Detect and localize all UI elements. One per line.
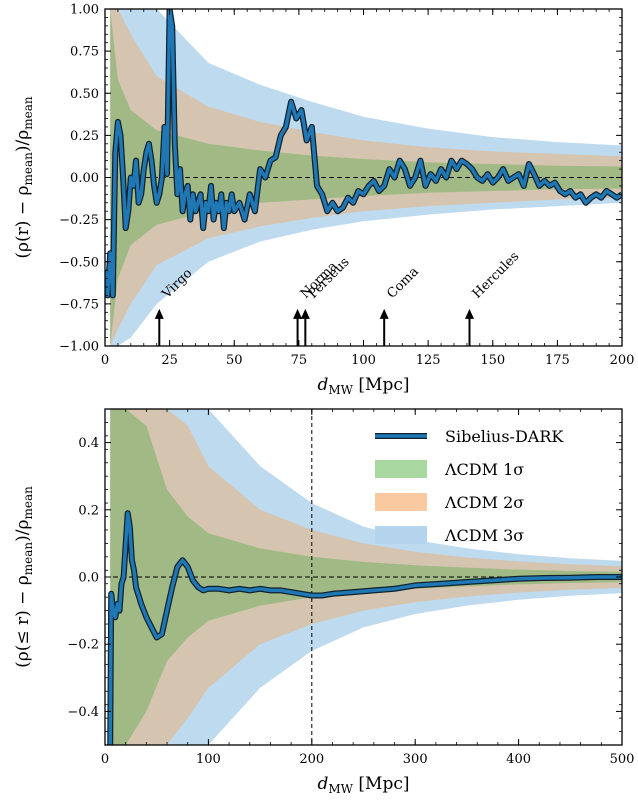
y-tick-label: 0.75 [70, 45, 99, 60]
series-line-sibelius-dark [105, 9, 622, 298]
y-tick-label: −0.4 [67, 705, 99, 720]
y-tick-label: 0.2 [78, 503, 99, 518]
y-tick-label: 0.4 [78, 436, 99, 451]
arrow-head [379, 308, 389, 319]
y-tick-label: −0.75 [59, 297, 99, 312]
bottom-lcdm-bands [110, 409, 622, 745]
y-tick-label: −0.50 [59, 255, 99, 270]
x-tick-label: 150 [480, 353, 505, 368]
top-x-axis-label: dMW [Mpc] [318, 375, 410, 397]
legend-label: ΛCDM 3σ [444, 526, 524, 545]
x-tick-label: 100 [196, 752, 221, 767]
x-tick-label: 200 [610, 353, 635, 368]
y-tick-label: −1.00 [59, 340, 99, 355]
arrow-head [293, 308, 303, 319]
legend-label: Sibelius-DARK [445, 427, 564, 446]
x-tick-label: 175 [545, 353, 570, 368]
y-tick-label: −0.25 [59, 213, 99, 228]
top-axes: 0 25 50 75 100 125 150 175 200 −1.00 −0.75 −0.50 −0.… [59, 3, 634, 369]
panel-bottom-cumulative-density: Sibelius-DARK ΛCDM 1σ ΛCDM 2σ ΛCDM 3σ 0 100 2… [13, 408, 635, 796]
legend-label: ΛCDM 2σ [444, 493, 524, 512]
arrow-head [154, 308, 164, 319]
legend-swatch-patch [375, 493, 427, 511]
legend-swatch-patch [375, 460, 427, 478]
band-1sigma [110, 409, 622, 745]
x-tick-label: 300 [403, 752, 428, 767]
y-tick-label: 0.25 [70, 129, 99, 144]
arrow-head [464, 308, 474, 319]
bottom-x-axis-label: dMW [Mpc] [318, 774, 410, 796]
x-tick-label: 400 [506, 752, 531, 767]
x-tick-label: 50 [226, 353, 243, 368]
arrow-head [300, 308, 310, 319]
x-tick-label: 0 [101, 752, 109, 767]
x-tick-label: 0 [101, 353, 109, 368]
x-tick-label: 75 [291, 353, 308, 368]
bottom-axes: 0 100 200 300 400 500 −0.4 −0.2 0.0 0.2 0.4 [67, 408, 635, 767]
bottom-y-axis-label: (ρ(≤ r) − ρmean)/ρmean [13, 486, 35, 668]
x-tick-label: 200 [299, 752, 324, 767]
y-tick-label: 0.00 [70, 171, 99, 186]
cluster-label-coma: Coma [384, 264, 422, 302]
y-tick-label: −0.2 [67, 638, 99, 653]
top-y-axis-label: (ρ(r) − ρmean)/ρmean [13, 96, 35, 258]
legend-label: ΛCDM 1σ [444, 460, 524, 479]
y-tick-label: 1.00 [70, 3, 99, 18]
band-1sigma [110, 9, 622, 346]
x-tick-label: 25 [161, 353, 178, 368]
x-tick-label: 500 [610, 752, 635, 767]
bottom-sibelius-line [107, 510, 622, 745]
series-line-sibelius-dark [108, 511, 622, 745]
x-tick-label: 100 [351, 353, 376, 368]
bottom-reference-lines [105, 409, 622, 745]
top-lcdm-bands [110, 9, 622, 346]
legend: Sibelius-DARK ΛCDM 1σ ΛCDM 2σ ΛCDM 3σ [375, 427, 564, 545]
top-sibelius-line [105, 9, 622, 299]
x-tick-label: 125 [416, 353, 441, 368]
cluster-label-hercules: Hercules [470, 249, 523, 302]
y-tick-label: 0.0 [78, 571, 99, 586]
legend-swatch-patch [375, 526, 427, 544]
y-tick-label: 0.50 [70, 87, 99, 102]
